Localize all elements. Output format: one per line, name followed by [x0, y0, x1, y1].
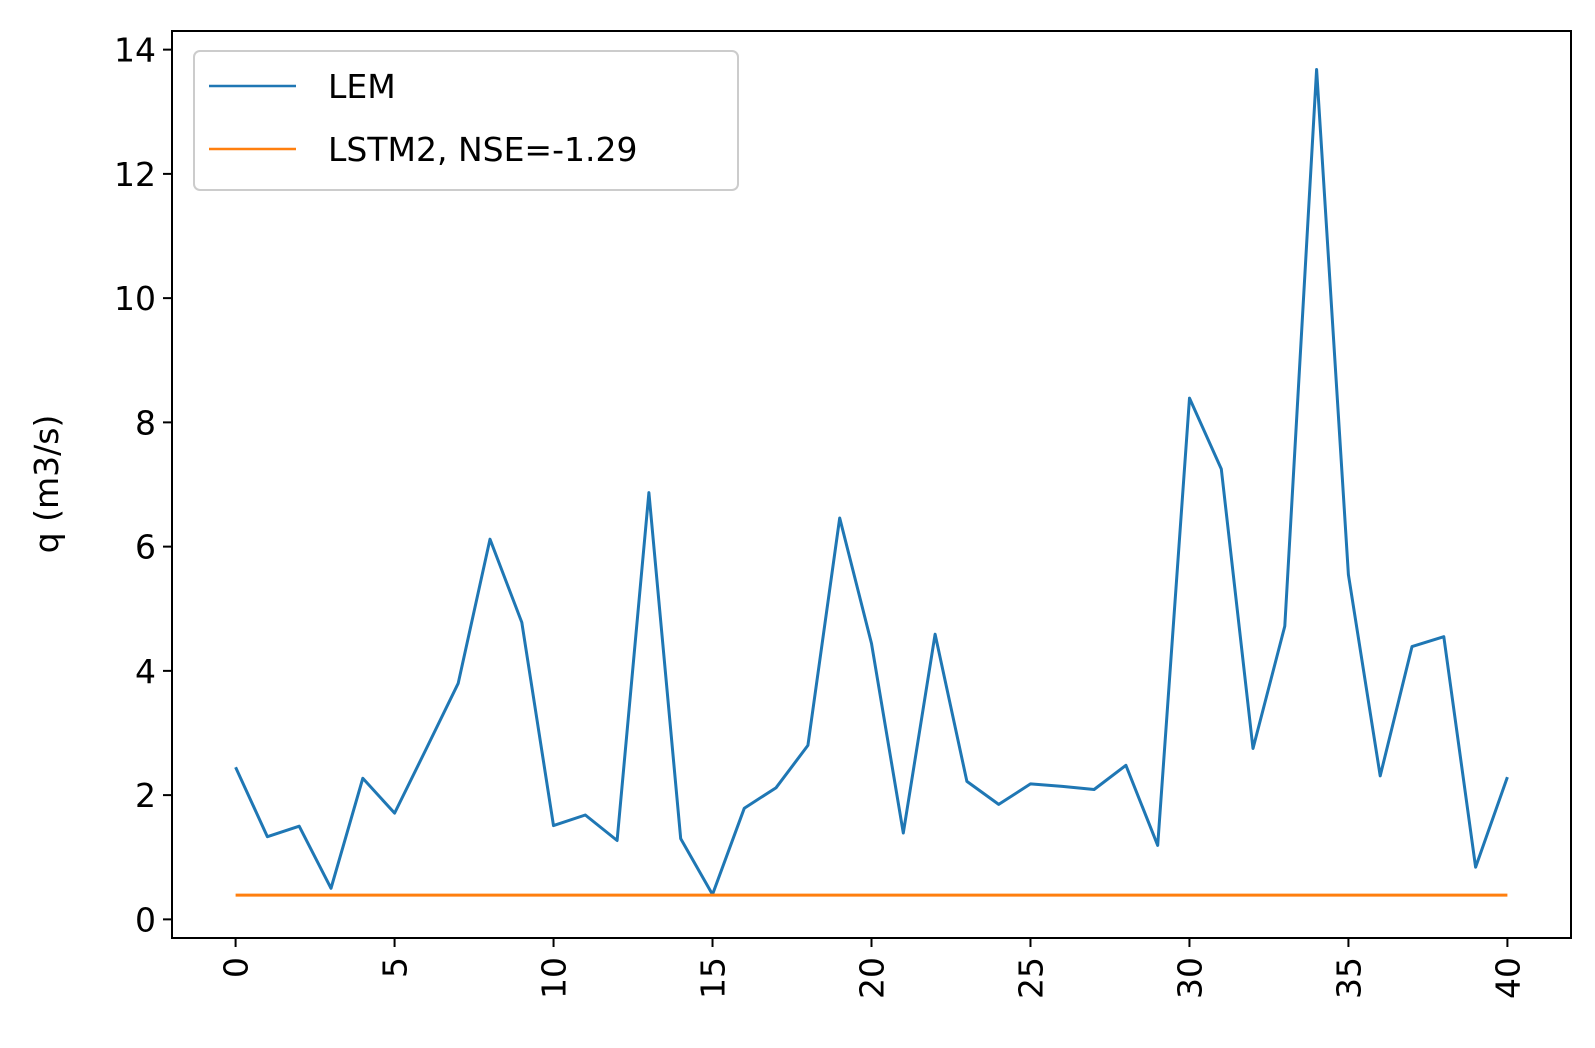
- legend: LEM LSTM2, NSE=-1.29: [193, 50, 739, 191]
- y-tick-label: 4: [135, 652, 156, 691]
- y-tick-label: 14: [114, 31, 156, 70]
- y-tick-label: 6: [135, 528, 156, 567]
- x-tick-label: 30: [1170, 957, 1209, 999]
- y-axis: 0 2 4 6 8 10 12 14: [114, 31, 172, 939]
- x-axis: 0 5 10 15 20 25 30 35 40: [217, 938, 1527, 999]
- x-tick-label: 25: [1011, 957, 1050, 999]
- x-tick-label: 20: [853, 957, 892, 999]
- y-tick-label: 8: [135, 403, 156, 442]
- x-tick-label: 35: [1329, 957, 1368, 999]
- series-layer: [234, 68, 1509, 897]
- legend-label-lstm2: LSTM2, NSE=-1.29: [328, 130, 637, 169]
- y-tick-label: 10: [114, 279, 156, 318]
- x-tick-label: 0: [217, 957, 256, 978]
- legend-label-lem: LEM: [328, 67, 396, 106]
- x-tick-label: 10: [535, 957, 574, 999]
- y-tick-label: 2: [135, 776, 156, 815]
- x-tick-label: 5: [376, 957, 415, 978]
- x-tick-label: 40: [1488, 957, 1527, 999]
- legend-box: [193, 50, 739, 191]
- series-line-lem: [234, 68, 1509, 896]
- y-axis-label: q (m3/s): [27, 415, 66, 554]
- y-tick-label: 12: [114, 155, 156, 194]
- x-tick-label: 15: [694, 957, 733, 999]
- y-tick-label: 0: [135, 900, 156, 939]
